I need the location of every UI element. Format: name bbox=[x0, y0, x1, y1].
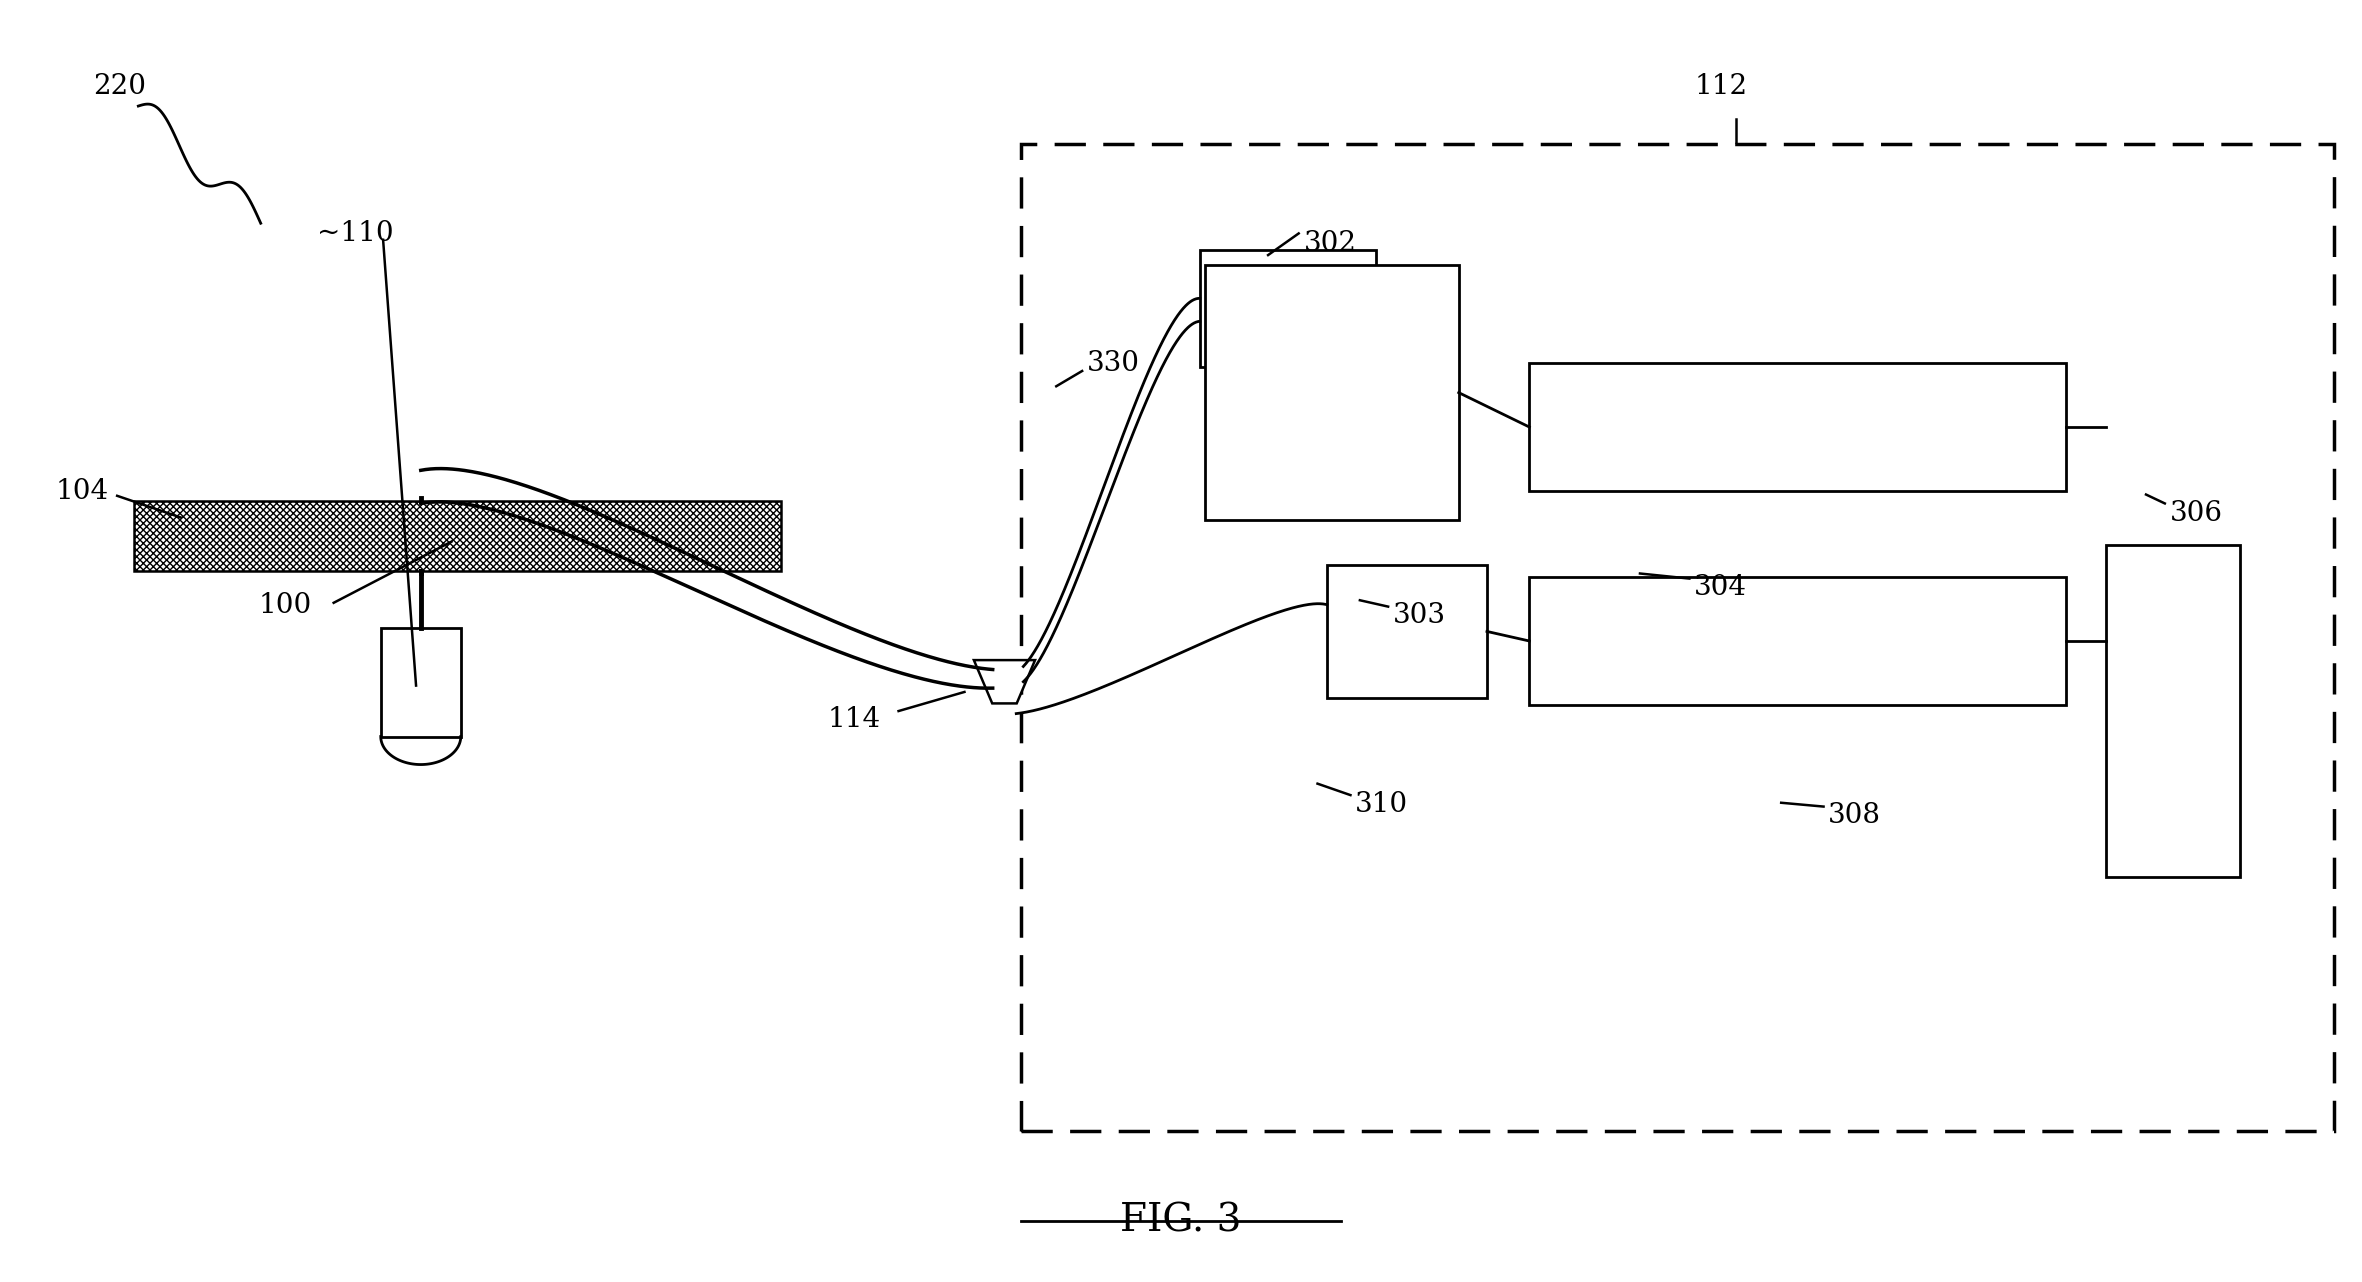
Text: 303: 303 bbox=[1394, 603, 1446, 629]
Bar bbox=[1528, 363, 2067, 491]
Bar bbox=[135, 501, 782, 570]
Text: 306: 306 bbox=[2171, 500, 2223, 527]
Text: 104: 104 bbox=[57, 478, 109, 505]
Bar bbox=[1205, 265, 1460, 520]
Bar bbox=[1200, 250, 1377, 367]
Text: 330: 330 bbox=[1087, 350, 1141, 377]
Text: 310: 310 bbox=[1356, 791, 1408, 818]
Text: 304: 304 bbox=[1694, 574, 1748, 601]
Text: FIG. 3: FIG. 3 bbox=[1120, 1203, 1242, 1238]
Text: 302: 302 bbox=[1304, 229, 1356, 258]
Text: 114: 114 bbox=[829, 706, 881, 733]
Bar bbox=[1020, 145, 2334, 1131]
Text: 100: 100 bbox=[257, 592, 312, 619]
Bar bbox=[2107, 545, 2239, 877]
Bar bbox=[380, 628, 461, 737]
Bar bbox=[1327, 564, 1488, 699]
Bar bbox=[1528, 577, 2067, 705]
Text: 112: 112 bbox=[1694, 73, 1748, 100]
Text: 308: 308 bbox=[1828, 803, 1880, 829]
Text: ~110: ~110 bbox=[317, 221, 394, 247]
Polygon shape bbox=[973, 660, 1035, 704]
Text: 220: 220 bbox=[94, 73, 146, 100]
